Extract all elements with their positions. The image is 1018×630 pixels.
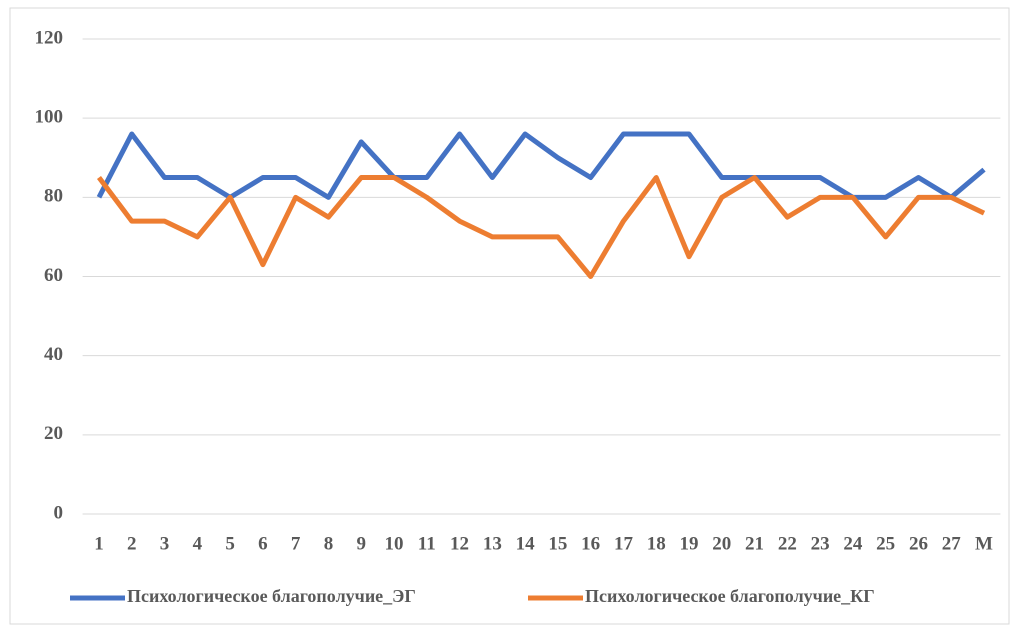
legend-label: Психологическое благополучие_ЭГ <box>127 586 416 606</box>
x-tick-label: 26 <box>909 533 928 554</box>
x-tick-label: 20 <box>712 533 731 554</box>
x-tick-label: 13 <box>483 533 502 554</box>
x-tick-label: 16 <box>581 533 600 554</box>
x-tick-label: М <box>975 533 993 554</box>
x-tick-label: 7 <box>291 533 301 554</box>
y-tick-label: 100 <box>35 107 64 128</box>
x-tick-label: 23 <box>811 533 830 554</box>
series-line <box>96 131 986 200</box>
x-tick-label: 9 <box>356 533 366 554</box>
y-tick-label: 120 <box>35 27 64 48</box>
x-tick-label: 15 <box>548 533 567 554</box>
x-tick-label: 24 <box>843 533 863 554</box>
x-tick-label: 8 <box>324 533 334 554</box>
x-tick-label: 11 <box>418 533 436 554</box>
x-tick-label: 3 <box>160 533 170 554</box>
x-tick-label: 21 <box>745 533 764 554</box>
y-tick-label: 20 <box>44 423 63 444</box>
x-tick-label: 27 <box>942 533 962 554</box>
x-tick-label: 25 <box>876 533 895 554</box>
chart-frame <box>9 7 1010 625</box>
series-line <box>96 175 986 279</box>
y-tick-label: 60 <box>44 265 63 286</box>
x-tick-label: 22 <box>778 533 797 554</box>
legend-label: Психологическое благополучие_КГ <box>585 586 875 606</box>
x-tick-label: 19 <box>680 533 699 554</box>
x-tick-label: 2 <box>127 533 137 554</box>
y-tick-label: 40 <box>44 344 63 365</box>
y-tick-label: 80 <box>44 186 63 207</box>
x-tick-label: 4 <box>193 533 203 554</box>
x-tick-label: 5 <box>225 533 235 554</box>
x-tick-label: 18 <box>647 533 666 554</box>
x-tick-label: 17 <box>614 533 634 554</box>
x-tick-label: 1 <box>94 533 104 554</box>
x-tick-label: 12 <box>450 533 469 554</box>
x-tick-label: 14 <box>516 533 536 554</box>
x-tick-label: 6 <box>258 533 268 554</box>
y-tick-label: 0 <box>54 502 64 523</box>
x-tick-label: 10 <box>384 533 403 554</box>
